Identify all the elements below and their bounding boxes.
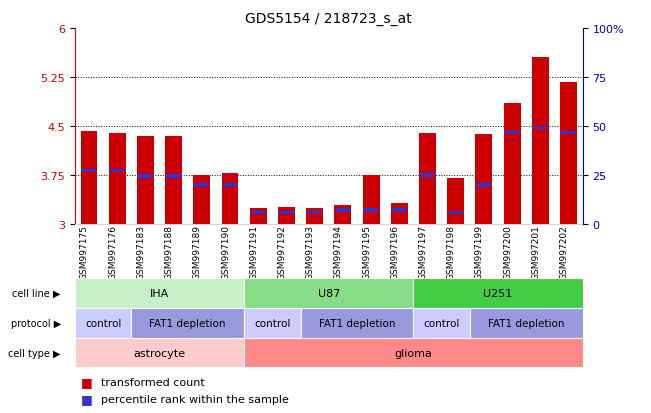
Text: GSM997202: GSM997202 [560, 225, 568, 279]
Bar [110, 169, 124, 173]
Text: U87: U87 [318, 288, 340, 298]
Bar [165, 137, 182, 225]
Bar [413, 308, 470, 338]
Text: GSM997188: GSM997188 [165, 225, 174, 280]
Text: GDS5154 / 218723_s_at: GDS5154 / 218723_s_at [245, 12, 412, 26]
Text: ■: ■ [81, 392, 93, 405]
Text: GSM997175: GSM997175 [80, 225, 89, 280]
Bar [75, 278, 244, 308]
Bar [447, 179, 464, 225]
Bar [504, 104, 521, 225]
Bar [81, 132, 98, 225]
Text: ■: ■ [81, 375, 93, 389]
Text: astrocyte: astrocyte [133, 348, 186, 358]
Bar [532, 58, 549, 225]
Bar [560, 83, 577, 225]
Text: GSM997189: GSM997189 [193, 225, 202, 280]
Text: U251: U251 [484, 288, 512, 298]
Text: control: control [423, 318, 460, 328]
Text: GSM997195: GSM997195 [362, 225, 371, 280]
Bar [109, 133, 126, 225]
Text: GSM997191: GSM997191 [249, 225, 258, 280]
Text: control: control [85, 318, 121, 328]
Text: protocol ▶: protocol ▶ [10, 318, 61, 328]
Bar [132, 308, 244, 338]
Bar [221, 174, 238, 225]
Bar [82, 169, 96, 173]
Text: GSM997193: GSM997193 [306, 225, 314, 280]
Bar [223, 184, 237, 188]
Bar [477, 184, 491, 188]
Bar [336, 209, 350, 212]
Text: FAT1 depletion: FAT1 depletion [319, 318, 395, 328]
Text: GSM997200: GSM997200 [503, 225, 512, 280]
Text: GSM997176: GSM997176 [108, 225, 117, 280]
Bar [392, 209, 406, 212]
Bar [449, 211, 463, 215]
Bar [278, 207, 295, 225]
Text: cell line ▶: cell line ▶ [12, 288, 61, 298]
Bar [138, 175, 152, 178]
Bar [301, 308, 413, 338]
Text: GSM997194: GSM997194 [334, 225, 343, 280]
Text: percentile rank within the sample: percentile rank within the sample [101, 394, 289, 404]
Bar [413, 278, 583, 308]
Bar [419, 133, 436, 225]
Bar [75, 338, 244, 368]
Bar [306, 208, 323, 225]
Bar [279, 211, 294, 215]
Text: cell type ▶: cell type ▶ [8, 348, 61, 358]
Bar [244, 308, 301, 338]
Text: control: control [254, 318, 290, 328]
Text: FAT1 depletion: FAT1 depletion [488, 318, 564, 328]
Bar [307, 211, 322, 215]
Text: GSM997197: GSM997197 [419, 225, 428, 280]
Text: GSM997201: GSM997201 [531, 225, 540, 280]
Bar [470, 308, 583, 338]
Bar [244, 338, 583, 368]
Bar [167, 175, 181, 178]
Text: GSM997196: GSM997196 [391, 225, 399, 280]
Bar [421, 174, 435, 178]
Text: FAT1 depletion: FAT1 depletion [150, 318, 226, 328]
Bar [533, 126, 547, 130]
Text: GSM997199: GSM997199 [475, 225, 484, 280]
Bar [505, 131, 519, 135]
Text: GSM997183: GSM997183 [137, 225, 145, 280]
Bar [75, 308, 132, 338]
Bar [335, 205, 352, 225]
Text: IHA: IHA [150, 288, 169, 298]
Bar [364, 209, 378, 212]
Bar [137, 137, 154, 225]
Bar [475, 135, 492, 225]
Bar [195, 184, 209, 188]
Text: glioma: glioma [395, 348, 432, 358]
Text: GSM997192: GSM997192 [277, 225, 286, 280]
Bar [391, 204, 408, 225]
Text: GSM997190: GSM997190 [221, 225, 230, 280]
Bar [250, 208, 267, 225]
Bar [193, 176, 210, 225]
Bar [363, 176, 380, 225]
Text: transformed count: transformed count [101, 377, 204, 387]
Text: GSM997198: GSM997198 [447, 225, 456, 280]
Bar [251, 211, 266, 215]
Bar [244, 278, 413, 308]
Bar [561, 131, 575, 135]
